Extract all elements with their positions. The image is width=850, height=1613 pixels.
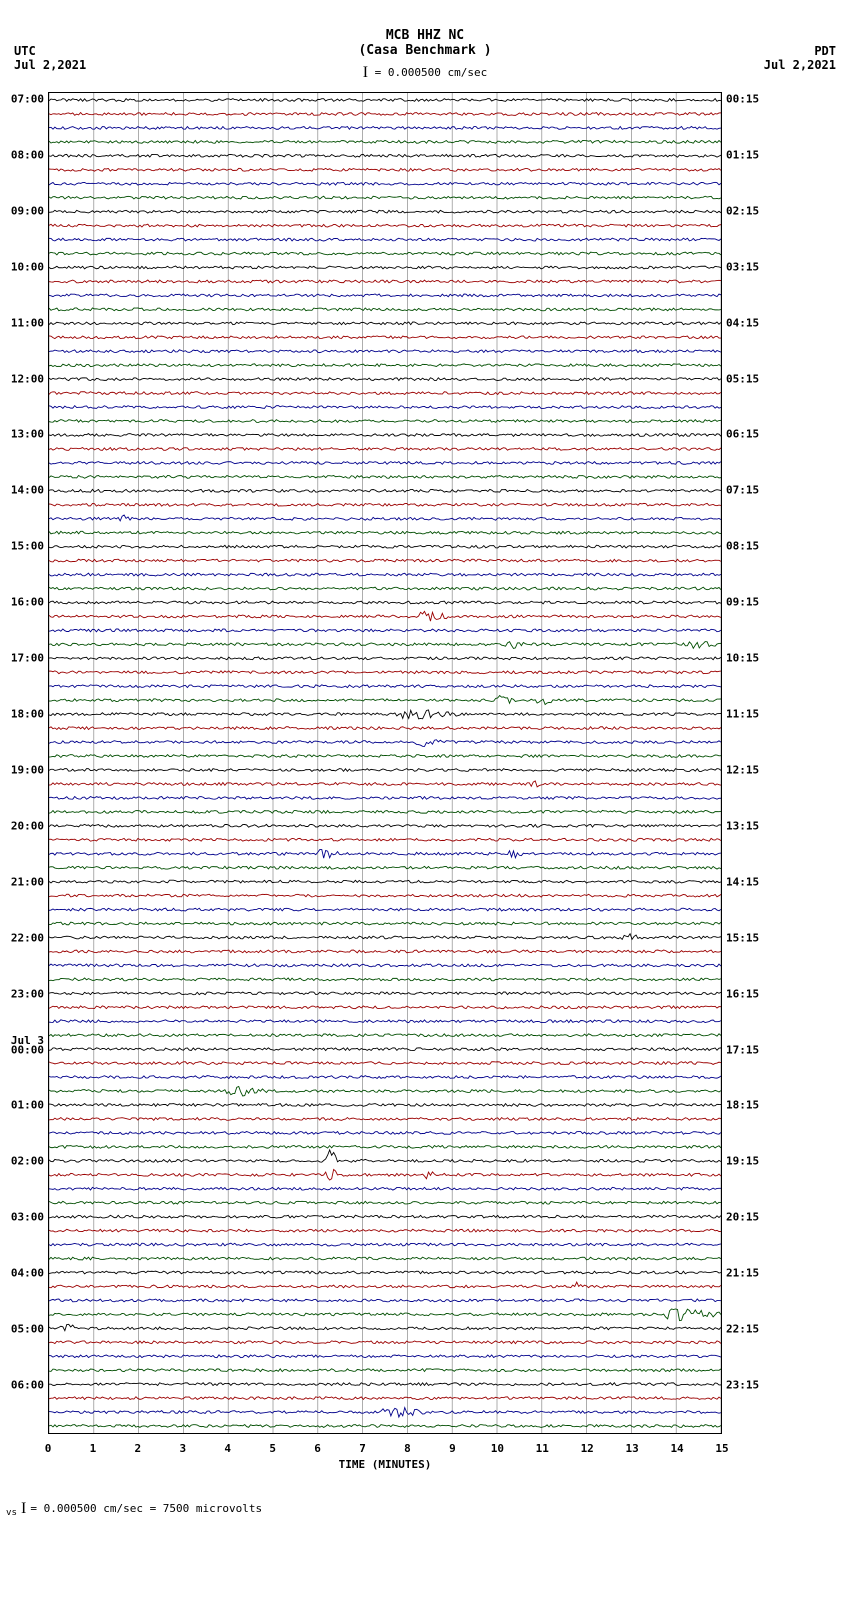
station-title: MCB HHZ NC [0,28,850,43]
right-hour-label: 11:15 [726,708,759,721]
right-hour-label: 05:15 [726,372,759,385]
footer-scale-bar-icon: I [17,1500,30,1517]
left-hour-label: 12:00 [11,372,44,385]
right-hour-label: 04:15 [726,316,759,329]
right-hour-label: 12:15 [726,763,759,776]
x-tick-label: 5 [269,1442,276,1455]
left-hour-label: 11:00 [11,316,44,329]
x-tick-label: 13 [626,1442,639,1455]
footer-scale: vs I = 0.000500 cm/sec = 7500 microvolts [6,1500,262,1518]
x-tick-label: 10 [491,1442,504,1455]
footer-scale-text: = 0.000500 cm/sec = 7500 microvolts [30,1502,262,1515]
x-tick-label: 12 [581,1442,594,1455]
x-tick-label: 15 [715,1442,728,1455]
x-tick-label: 0 [45,1442,52,1455]
left-hour-label: 22:00 [11,931,44,944]
right-hour-label: 03:15 [726,260,759,273]
right-hour-label: 13:15 [726,819,759,832]
right-hour-label: 10:15 [726,652,759,665]
x-tick-label: 4 [224,1442,231,1455]
chart-header: MCB HHZ NC (Casa Benchmark ) I = 0.00050… [0,28,850,82]
seismogram-plot [48,92,722,1434]
right-hour-label: 07:15 [726,484,759,497]
right-hour-label: 02:15 [726,204,759,217]
right-hour-label: 15:15 [726,931,759,944]
left-hour-label: 01:00 [11,1099,44,1112]
x-tick-label: 14 [670,1442,683,1455]
date-left: Jul 2,2021 [14,58,86,72]
x-axis-title: TIME (MINUTES) [48,1458,722,1471]
left-hour-label: 00:00 [11,1043,44,1056]
right-hour-label: 21:15 [726,1267,759,1280]
scale-value: = 0.000500 cm/sec [375,66,488,79]
left-hour-label: 17:00 [11,652,44,665]
right-hour-label: 01:15 [726,148,759,161]
right-hour-label: 08:15 [726,540,759,553]
right-hour-label: 23:15 [726,1379,759,1392]
x-tick-label: 3 [179,1442,186,1455]
station-subtitle: (Casa Benchmark ) [0,43,850,58]
right-hour-label: 18:15 [726,1099,759,1112]
left-hour-label: 14:00 [11,484,44,497]
right-hour-label: 22:15 [726,1323,759,1336]
right-hour-label: 00:15 [726,92,759,105]
date-right: Jul 2,2021 [764,58,836,72]
right-time-labels: 00:15 01:15 02:15 03:15 04:15 05:15 06:15 07:15… [724,92,844,1434]
header-scale-text: I = 0.000500 cm/sec [0,64,850,82]
timezone-left: UTC [14,44,36,58]
x-tick-label: 11 [536,1442,549,1455]
left-hour-label: 07:00 [11,92,44,105]
left-hour-label: 15:00 [11,540,44,553]
left-hour-label: 10:00 [11,260,44,273]
right-hour-label: 14:15 [726,875,759,888]
left-hour-label: 13:00 [11,428,44,441]
left-hour-label: 05:00 [11,1323,44,1336]
right-hour-label: 20:15 [726,1211,759,1224]
right-hour-label: 19:15 [726,1155,759,1168]
x-tick-label: 9 [449,1442,456,1455]
left-hour-label: 18:00 [11,708,44,721]
right-hour-label: 16:15 [726,987,759,1000]
seismogram-svg [49,93,721,1433]
left-time-labels: 07:00 08:00 09:00 10:00 11:00 12:00 13:00 14:00… [0,92,46,1434]
right-hour-label: 06:15 [726,428,759,441]
left-hour-label: 06:00 [11,1379,44,1392]
left-hour-label: 23:00 [11,987,44,1000]
x-tick-label: 1 [90,1442,97,1455]
left-hour-label: 04:00 [11,1267,44,1280]
x-tick-label: 6 [314,1442,321,1455]
x-tick-label: 7 [359,1442,366,1455]
right-hour-label: 17:15 [726,1043,759,1056]
x-tick-label: 8 [404,1442,411,1455]
left-hour-label: 02:00 [11,1155,44,1168]
left-hour-label: 21:00 [11,875,44,888]
left-hour-label: 09:00 [11,204,44,217]
left-hour-label: 19:00 [11,763,44,776]
left-hour-label: 03:00 [11,1211,44,1224]
x-tick-label: 2 [135,1442,142,1455]
left-hour-label: 16:00 [11,596,44,609]
right-hour-label: 09:15 [726,596,759,609]
left-hour-label: 08:00 [11,148,44,161]
timezone-right: PDT [814,44,836,58]
left-hour-label: 20:00 [11,819,44,832]
scale-bar-icon: I [363,64,368,81]
